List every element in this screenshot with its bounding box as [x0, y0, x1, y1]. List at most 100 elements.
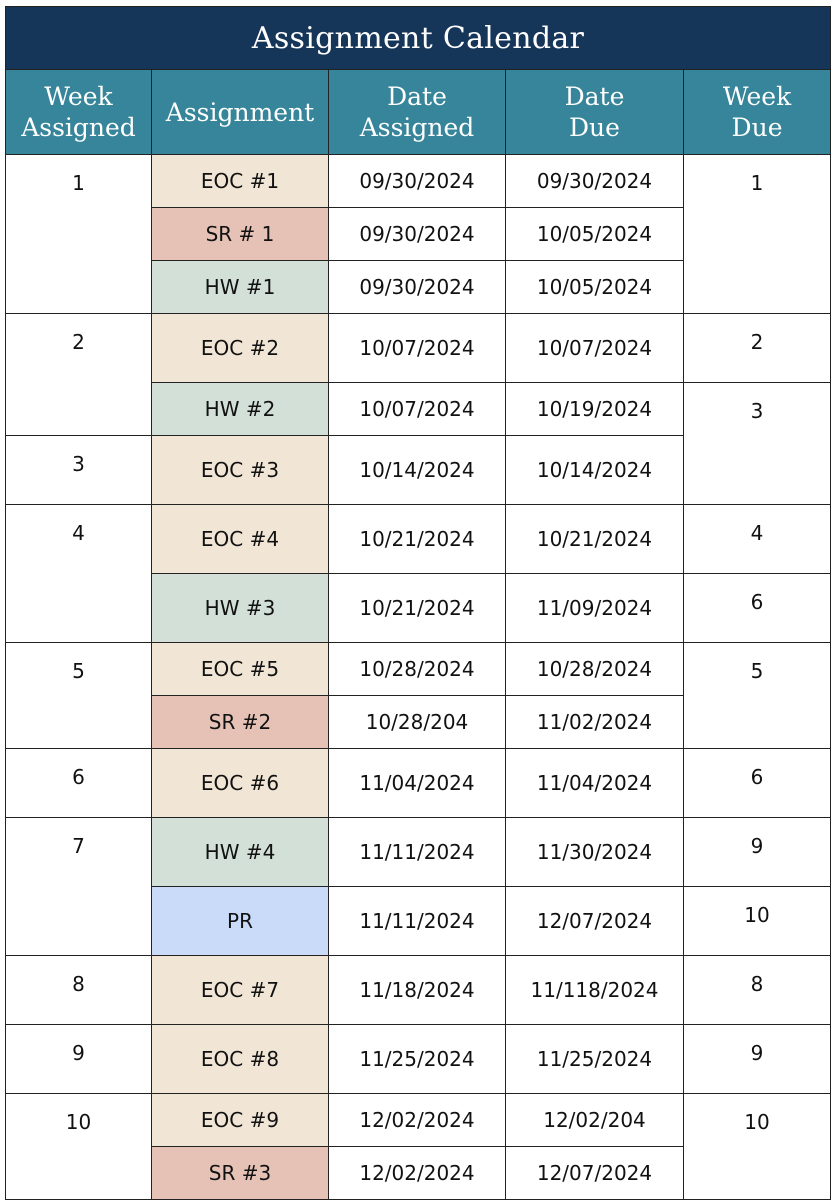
- date-assigned-cell: 10/28/2024: [328, 642, 506, 696]
- date-due-cell: 10/14/2024: [505, 435, 684, 505]
- table-row: HW #1 09/30/2024 10/05/2024: [6, 260, 831, 314]
- date-due-cell: 10/07/2024: [505, 313, 684, 383]
- table-row: 10 EOC #9 12/02/2024 12/02/204 10: [5, 1093, 832, 1200]
- date-due-cell: 11/118/2024: [505, 955, 684, 1025]
- assignment-cell: SR # 1: [151, 207, 329, 261]
- assignment-cell: HW #1: [151, 260, 329, 314]
- assignment-cell: PR: [151, 886, 329, 956]
- table-row: 8 EOC #7 11/18/2024 11/118/2024 8: [5, 955, 832, 1025]
- table-row: 6 EOC #6 11/04/2024 11/04/2024 6: [5, 748, 832, 818]
- date-assigned-cell: 09/30/2024: [328, 260, 506, 314]
- week-due-cell: 6: [682, 748, 832, 818]
- assignment-cell: EOC #8: [151, 1024, 329, 1094]
- week-due-cell: 10: [682, 886, 832, 956]
- date-due-cell: 10/05/2024: [505, 260, 684, 314]
- assignment-cell: EOC #9: [151, 1093, 329, 1147]
- date-assigned-cell: 10/21/2024: [328, 504, 506, 574]
- assignment-cell: HW #3: [151, 573, 329, 643]
- assignment-cell: EOC #1: [151, 154, 329, 208]
- date-assigned-cell: 12/02/2024: [328, 1093, 506, 1147]
- date-assigned-cell: 10/07/2024: [328, 313, 506, 383]
- header-line: Due: [731, 113, 783, 142]
- header-row: Week Assigned Assignment Date Assigned D…: [5, 69, 832, 155]
- assignment-cell: EOC #2: [151, 313, 329, 383]
- date-assigned-cell: 11/04/2024: [328, 748, 506, 818]
- date-assigned-cell: 09/30/2024: [328, 207, 506, 261]
- table-row: 1 EOC #1 09/30/2024 09/30/2024 1: [5, 154, 832, 314]
- table-row: 3 EOC #3 10/14/2024 10/14/2024: [5, 435, 831, 505]
- header-line: Date: [387, 82, 447, 111]
- header-line: Date: [564, 82, 625, 111]
- table-row: 9 EOC #8 11/25/2024 11/25/2024 9: [5, 1024, 832, 1094]
- assignment-cell: EOC #4: [151, 504, 329, 574]
- week-assigned-cell: 10: [5, 1093, 152, 1200]
- assignment-cell: EOC #7: [151, 955, 329, 1025]
- table-row: PR 11/11/2024 12/07/2024 10: [6, 886, 832, 956]
- date-assigned-cell: 10/21/2024: [328, 573, 506, 643]
- header-line: Due: [569, 113, 620, 142]
- date-due-cell: 11/25/2024: [505, 1024, 684, 1094]
- table-title: Assignment Calendar: [4, 6, 832, 70]
- week-assigned-cell: 8: [5, 955, 152, 1025]
- date-assigned-header: Date Assigned: [328, 69, 506, 155]
- header-line: Week: [722, 82, 792, 111]
- date-due-cell: 12/02/204: [505, 1093, 684, 1147]
- date-due-header: Date Due: [505, 69, 684, 155]
- week-assigned-cell: 5: [5, 642, 152, 749]
- date-assigned-cell: 12/02/2024: [328, 1146, 506, 1200]
- date-due-cell: 12/07/2024: [505, 1146, 684, 1200]
- date-assigned-cell: 11/11/2024: [328, 817, 506, 887]
- header-line: Week: [44, 82, 113, 111]
- week-due-cell: 8: [682, 955, 832, 1025]
- assignment-cell: EOC #3: [151, 435, 329, 505]
- week-due-cell: 5: [682, 642, 832, 749]
- table-row: 7 HW #4 11/11/2024 11/30/2024 9: [5, 817, 832, 956]
- table-row: HW #2 10/07/2024 10/19/2024 3: [6, 382, 832, 505]
- assignment-calendar-table: Assignment Calendar Week Assigned Assign…: [4, 6, 832, 1200]
- week-assigned-cell: 6: [5, 748, 152, 818]
- table-row: 5 EOC #5 10/28/2024 10/28/2024 5: [5, 642, 832, 749]
- header-line: Assigned: [21, 113, 136, 142]
- date-due-cell: 12/07/2024: [505, 886, 684, 956]
- date-due-cell: 11/09/2024: [505, 573, 684, 643]
- date-assigned-cell: 11/25/2024: [328, 1024, 506, 1094]
- header-line: Assignment: [165, 97, 315, 127]
- date-due-cell: 10/19/2024: [505, 382, 684, 436]
- assignment-cell: HW #2: [151, 382, 329, 436]
- date-due-cell: 11/04/2024: [505, 748, 684, 818]
- week-due-cell: 6: [682, 573, 832, 643]
- week-due-cell: 1: [682, 154, 832, 314]
- week-assigned-header: Week Assigned: [5, 69, 152, 155]
- assignment-cell: SR #3: [151, 1146, 329, 1200]
- week-due-cell: 4: [682, 504, 832, 574]
- week-assigned-cell: 4: [5, 504, 152, 643]
- table-row: 2 EOC #2 10/07/2024 10/07/2024 2: [5, 313, 832, 436]
- assignment-cell: EOC #5: [151, 642, 329, 696]
- date-due-cell: 09/30/2024: [505, 154, 684, 208]
- week-due-cell: 10: [682, 1093, 832, 1200]
- date-assigned-cell: 10/07/2024: [328, 382, 506, 436]
- table-row: 4 EOC #4 10/21/2024 10/21/2024 4: [5, 504, 832, 643]
- assignment-cell: HW #4: [151, 817, 329, 887]
- header-line: Assigned: [359, 113, 475, 142]
- week-due-header: Week Due: [682, 69, 832, 155]
- assignment-header: Assignment: [151, 69, 329, 155]
- date-due-cell: 11/30/2024: [505, 817, 684, 887]
- week-due-cell: 2: [682, 313, 832, 383]
- date-assigned-cell: 10/14/2024: [328, 435, 506, 505]
- week-due-cell: 9: [682, 817, 832, 887]
- week-assigned-cell: 1: [5, 154, 152, 314]
- week-assigned-cell: 3: [5, 435, 152, 505]
- assignment-cell: SR #2: [151, 695, 329, 749]
- week-assigned-cell: 7: [5, 817, 152, 956]
- week-assigned-cell: 9: [5, 1024, 152, 1094]
- date-assigned-cell: 09/30/2024: [328, 154, 506, 208]
- date-due-cell: 10/28/2024: [505, 642, 684, 696]
- date-due-cell: 11/02/2024: [505, 695, 684, 749]
- date-assigned-cell: 11/11/2024: [328, 886, 506, 956]
- date-assigned-cell: 10/28/204: [328, 695, 506, 749]
- week-assigned-cell: 2: [5, 313, 152, 436]
- assignment-cell: EOC #6: [151, 748, 329, 818]
- date-assigned-cell: 11/18/2024: [328, 955, 506, 1025]
- title-row: Assignment Calendar: [4, 6, 832, 70]
